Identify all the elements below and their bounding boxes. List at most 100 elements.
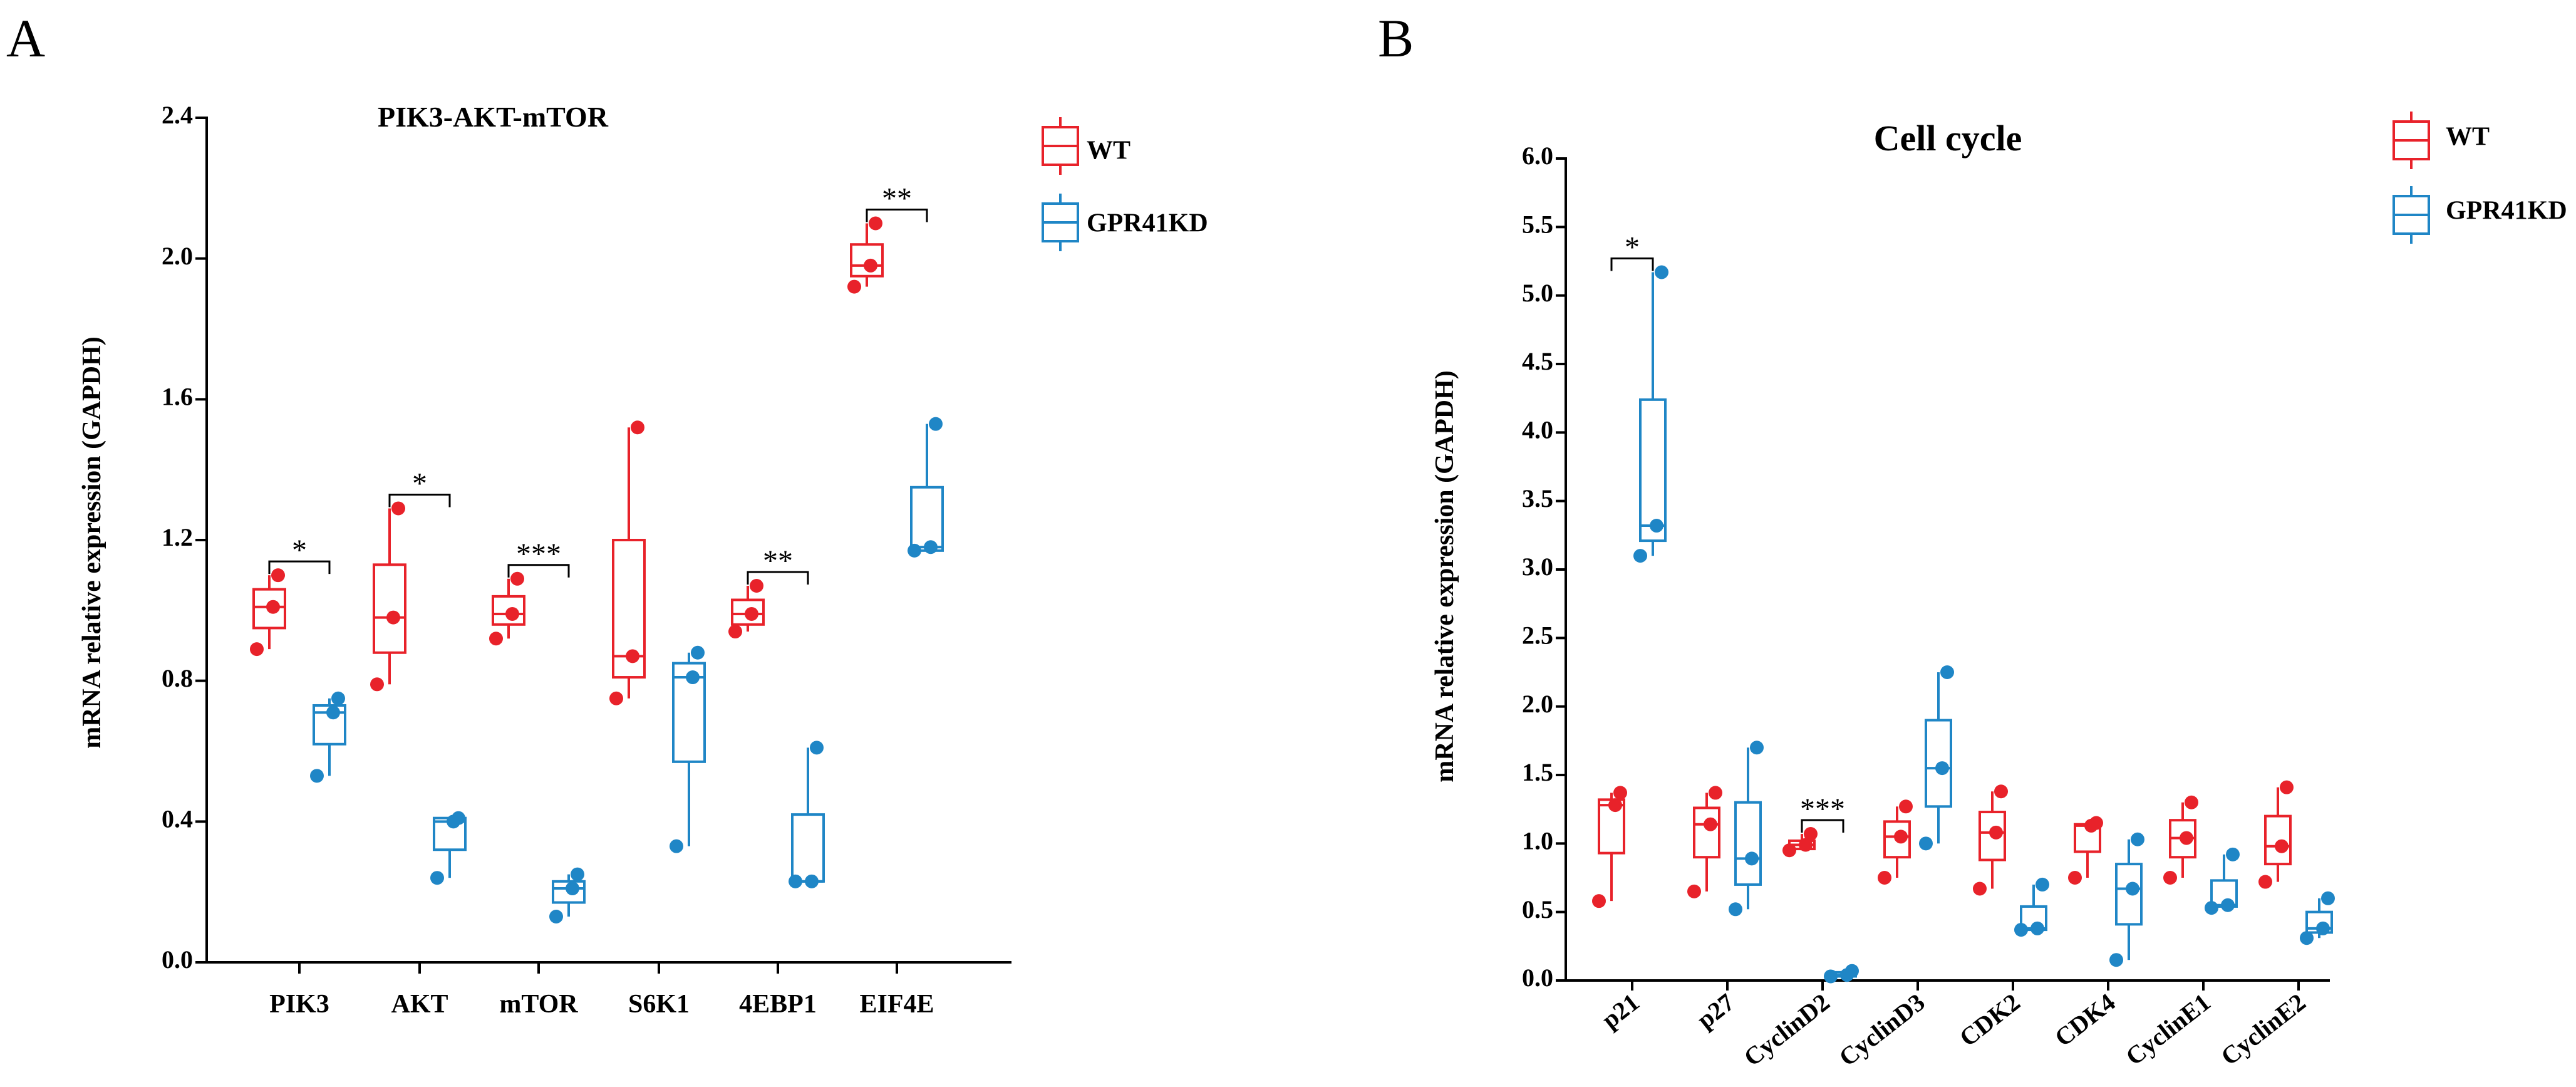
data-point (1687, 884, 1701, 898)
box-gpr41kd-cycline1 (2205, 847, 2240, 915)
box-gpr41kd-4ebp1 (789, 741, 825, 888)
box-wt-cycline2 (2258, 780, 2294, 889)
data-point (2109, 953, 2123, 967)
box-wt-cyclind3 (1878, 799, 1913, 885)
box-iqr (492, 595, 525, 626)
y-tick-label: 5.0 (1522, 279, 1553, 307)
panel-a-title: PIK3-AKT-mTOR (378, 101, 609, 133)
box-iqr (552, 880, 586, 904)
panel-b-legend: WT GPR41KD (2392, 112, 2567, 244)
legend-wt-label: WT (2446, 123, 2490, 152)
legend-gpr41kd-label: GPR41KD (1087, 209, 1208, 238)
box-iqr (1925, 719, 1952, 808)
data-point (1650, 519, 1663, 533)
y-tick-label: 3.5 (1522, 484, 1553, 512)
box-iqr (850, 243, 884, 278)
x-tick-label: CDK4 (2049, 988, 2121, 1053)
box-gpr41kd-p21 (1633, 265, 1668, 563)
y-tick-label: 0.4 (162, 805, 193, 833)
data-point (745, 606, 758, 621)
data-point (2180, 831, 2193, 845)
x-tick-label: CDK2 (1954, 988, 2025, 1053)
legend-gpr41kd-swatch (1042, 194, 1079, 251)
y-tick-label: 2.0 (162, 242, 193, 270)
x-tick-label: CyclinE1 (2120, 988, 2215, 1071)
panel-b-title: Cell cycle (1874, 118, 2022, 159)
data-point (452, 811, 465, 825)
y-tick-label: 2.5 (1522, 622, 1553, 650)
box-gpr41kd-cycline2 (2300, 891, 2335, 945)
data-point (1613, 786, 1627, 800)
box-wt-s6k1 (609, 420, 646, 705)
significance-bracket (388, 493, 451, 507)
data-point (908, 543, 921, 558)
significance-bracket (866, 209, 928, 222)
data-point (2068, 871, 2082, 885)
box-wt-eif4e (847, 216, 884, 294)
box-wt-p21 (1592, 786, 1627, 908)
data-point (1824, 969, 1838, 984)
data-point (510, 571, 524, 586)
data-point (2221, 898, 2235, 912)
data-point (1750, 741, 1764, 755)
box-gpr41kd-mtor (549, 867, 586, 923)
box-iqr (252, 588, 286, 630)
data-point (805, 874, 819, 888)
panel-a-legend: WT GPR41KD (1042, 117, 1208, 251)
data-point (505, 606, 519, 621)
panel-a-significance: * * *** ** ** (292, 182, 912, 578)
box-iqr (731, 598, 765, 626)
y-tick-label: 4.5 (1522, 347, 1553, 375)
x-tick-label: S6K1 (628, 990, 690, 1019)
legend-wt-label: WT (1087, 137, 1130, 165)
panel-b-plot-area (1556, 157, 2335, 991)
panel-b: B Cell cycle mRNA relative expression (G… (1378, 8, 2567, 1072)
x-tick-label: AKT (391, 990, 448, 1019)
panel-b-y-tick-labels: 0.0 0.5 1.0 1.5 2.0 2.5 3.0 3.5 4.0 4.5 … (1522, 142, 1553, 992)
box-wt-cycline1 (2163, 795, 2198, 885)
x-tick-label: p27 (1692, 988, 1740, 1034)
legend-gpr41kd-label: GPR41KD (2446, 197, 2567, 226)
data-point (864, 258, 877, 273)
box-iqr (1979, 811, 2006, 861)
data-point (266, 600, 280, 614)
panel-a-label: A (6, 8, 45, 68)
box-gpr41kd-cdk2 (2014, 877, 2049, 937)
significance-bracket (747, 571, 809, 585)
box-wt-p27 (1687, 786, 1722, 898)
data-point (2163, 871, 2177, 885)
significance-bracket (268, 560, 331, 575)
data-point (1899, 799, 1913, 814)
data-point (2126, 882, 2139, 896)
data-point (847, 279, 861, 294)
legend-wt-swatch (1042, 117, 1079, 175)
box-iqr (1693, 806, 1720, 859)
data-point (2205, 901, 2218, 915)
box-iqr (1883, 820, 1911, 859)
data-point (326, 705, 340, 720)
box-iqr (910, 486, 944, 552)
box-gpr41kd-eif4e (908, 417, 944, 558)
x-tick-label: CyclinD2 (1739, 988, 1835, 1072)
data-point (430, 871, 444, 885)
box-gpr41kd-cdk4 (2109, 832, 2144, 967)
box-gpr41kd-cyclind2 (1824, 964, 1859, 984)
box-gpr41kd-pik3 (310, 691, 346, 783)
x-tick-label: 4EBP1 (739, 990, 817, 1019)
panel-a: A PIK3-AKT-mTOR mRNA relative expression… (6, 8, 1208, 1019)
data-point (1919, 836, 1933, 851)
data-point (566, 882, 579, 896)
box-iqr (313, 704, 346, 746)
x-tick-label: EIF4E (859, 990, 934, 1019)
data-point (1935, 761, 1949, 776)
data-point (1592, 894, 1606, 908)
data-point (789, 874, 802, 888)
box-iqr (612, 539, 646, 679)
data-point (929, 417, 943, 431)
data-point (924, 540, 938, 554)
data-point (1799, 838, 1813, 852)
data-point (2089, 816, 2103, 830)
y-tick-label: 4.0 (1522, 416, 1553, 444)
y-tick-label: 3.0 (1522, 553, 1553, 581)
data-point (2316, 921, 2330, 935)
